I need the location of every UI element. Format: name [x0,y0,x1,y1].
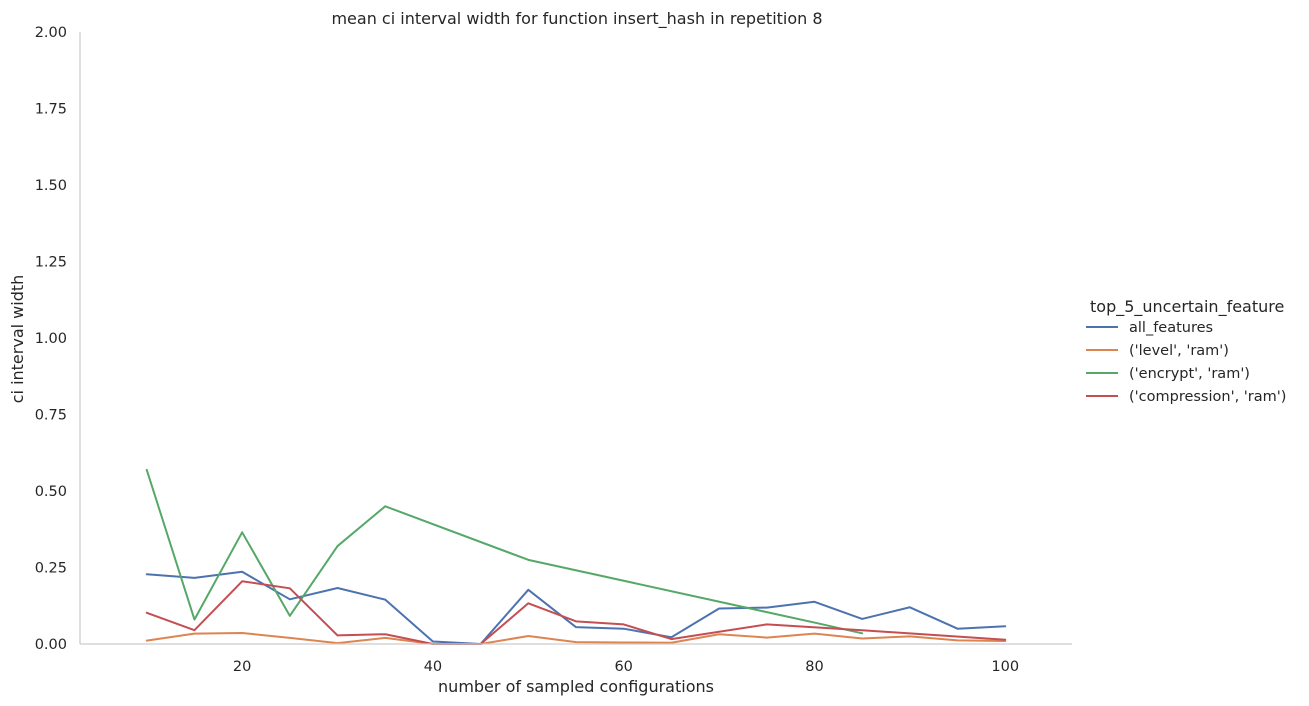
y-tick-label: 0.75 [35,408,67,424]
legend-label-1: ('level', 'ram') [1129,343,1229,359]
series-line-2 [145,468,864,635]
series-line-1 [145,631,1007,645]
legend-label-0: all_features [1129,320,1213,336]
legend-label-2: ('encrypt', 'ram') [1129,366,1250,382]
legend-title: top_5_uncertain_feature [1090,297,1284,317]
y-tick-label: 1.25 [35,255,67,271]
plot-area [145,468,1007,645]
y-axis-label: ci interval width [8,275,27,404]
x-axis: 20 40 60 80 100 [80,643,1072,675]
x-tick-label: 100 [991,659,1019,675]
y-tick-label: 1.50 [35,178,67,194]
x-axis-label: number of sampled configurations [438,677,714,696]
y-tick-label: 0.50 [35,484,67,500]
y-tick-label: 0.25 [35,561,67,577]
y-tick-label: 2.00 [35,25,67,41]
y-tick-label: 1.75 [35,102,67,118]
y-axis: 0.00 0.25 0.50 0.75 1.00 1.25 1.50 1.75 2.00 [35,25,81,653]
series-line-0 [145,570,1007,645]
y-tick-label: 0.00 [35,637,67,653]
x-tick-label: 80 [805,659,823,675]
y-tick-label: 1.00 [35,331,67,347]
legend: top_5_uncertain_feature all_features ('le… [1086,297,1286,405]
x-tick-label: 20 [233,659,251,675]
chart-title: mean ci interval width for function inse… [331,9,822,29]
x-tick-label: 40 [424,659,442,675]
x-tick-label: 60 [614,659,632,675]
legend-label-3: ('compression', 'ram') [1129,389,1286,405]
